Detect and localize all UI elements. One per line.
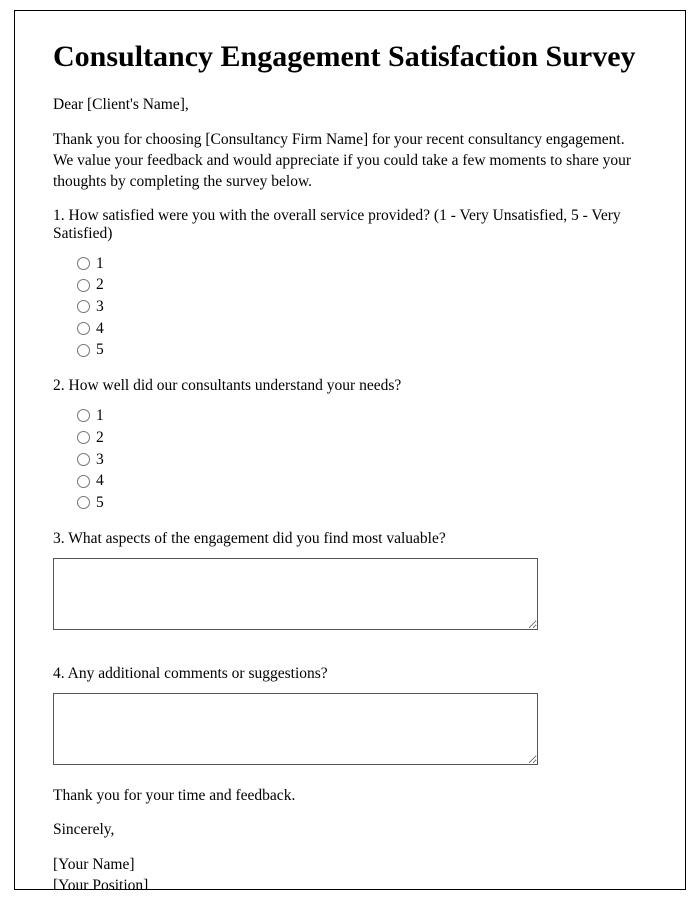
q2-option-row: 3: [77, 449, 647, 471]
question-2-text: 2. How well did our consultants understa…: [53, 377, 647, 395]
q2-radio-5[interactable]: [77, 496, 90, 509]
q2-radio-1[interactable]: [77, 409, 90, 422]
greeting-text: Dear [Client's Name],: [53, 95, 647, 116]
intro-text: Thank you for choosing [Consultancy Firm…: [53, 130, 647, 193]
question-2-options: 1 2 3 4 5: [77, 405, 647, 513]
q2-radio-3[interactable]: [77, 453, 90, 466]
q1-label-3: 3: [96, 296, 104, 318]
signature-position: [Your Position]: [53, 876, 647, 890]
q1-label-4: 4: [96, 318, 104, 340]
q2-radio-4[interactable]: [77, 475, 90, 488]
q2-label-5: 5: [96, 492, 104, 514]
question-3-textarea[interactable]: [53, 558, 538, 630]
q1-label-2: 2: [96, 274, 104, 296]
q1-label-5: 5: [96, 339, 104, 361]
question-3-text: 3. What aspects of the engagement did yo…: [53, 530, 647, 548]
q1-option-row: 2: [77, 274, 647, 296]
q2-label-4: 4: [96, 470, 104, 492]
q1-radio-3[interactable]: [77, 300, 90, 313]
q1-option-row: 3: [77, 296, 647, 318]
signoff-text: Sincerely,: [53, 820, 647, 841]
signature-name: [Your Name]: [53, 855, 647, 875]
question-4-textarea[interactable]: [53, 693, 538, 765]
q2-option-row: 5: [77, 492, 647, 514]
q2-label-2: 2: [96, 427, 104, 449]
question-1-options: 1 2 3 4 5: [77, 253, 647, 361]
q1-radio-2[interactable]: [77, 279, 90, 292]
question-1-text: 1. How satisfied were you with the overa…: [53, 207, 647, 243]
closing-block: Thank you for your time and feedback. Si…: [53, 786, 647, 890]
q1-option-row: 1: [77, 253, 647, 275]
q2-option-row: 1: [77, 405, 647, 427]
q2-label-3: 3: [96, 449, 104, 471]
q1-label-1: 1: [96, 253, 104, 275]
q1-radio-5[interactable]: [77, 344, 90, 357]
q1-option-row: 4: [77, 318, 647, 340]
q2-radio-2[interactable]: [77, 431, 90, 444]
survey-page: Consultancy Engagement Satisfaction Surv…: [14, 10, 686, 890]
question-4-text: 4. Any additional comments or suggestion…: [53, 665, 647, 683]
q1-option-row: 5: [77, 339, 647, 361]
q2-option-row: 4: [77, 470, 647, 492]
q2-label-1: 1: [96, 405, 104, 427]
q1-radio-1[interactable]: [77, 257, 90, 270]
page-title: Consultancy Engagement Satisfaction Surv…: [53, 39, 647, 75]
thanks-text: Thank you for your time and feedback.: [53, 786, 647, 807]
q1-radio-4[interactable]: [77, 322, 90, 335]
q2-option-row: 2: [77, 427, 647, 449]
